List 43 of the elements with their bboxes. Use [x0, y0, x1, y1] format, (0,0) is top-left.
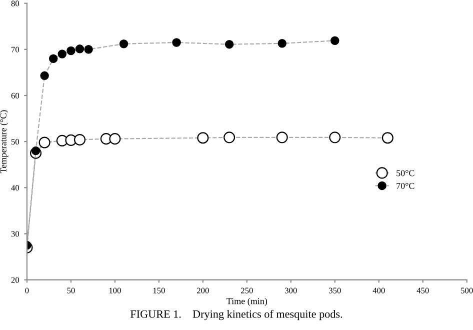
point: [84, 45, 93, 54]
x-tick-label: 200: [197, 288, 209, 294]
point: [31, 146, 40, 156]
x-tick-label: 350: [329, 288, 341, 294]
legend-label: 50°C: [396, 170, 414, 176]
point: [58, 50, 67, 58]
y-tick-label: 50: [11, 138, 20, 145]
x-tick-label: 450: [416, 288, 429, 294]
y-tick-label: 60: [11, 92, 20, 98]
point: [109, 133, 121, 145]
point: [40, 71, 49, 80]
point: [224, 132, 236, 144]
y-tick-label: 40: [11, 185, 20, 191]
point: [75, 44, 84, 54]
point: [382, 132, 394, 144]
point: [224, 40, 234, 49]
point: [278, 39, 286, 48]
x-axis-title: Time (min): [226, 298, 268, 306]
x-tick-label: 250: [241, 288, 253, 294]
point: [38, 136, 50, 148]
x-tick-label: 500: [461, 288, 473, 294]
point: [329, 132, 341, 144]
x-tick-label: 100: [109, 288, 121, 294]
x-tick-label: 0: [25, 288, 29, 294]
y-tick-label: 70: [12, 46, 20, 52]
caption: FIGURE 1. Drying kinetics of mesquite pods.: [130, 310, 342, 320]
point: [330, 36, 340, 46]
x-tick-label: 150: [153, 288, 165, 294]
y-axis-title: Temperature (°C): [0, 110, 8, 174]
point: [276, 132, 288, 144]
point: [197, 132, 209, 144]
point: [119, 39, 128, 48]
point: [74, 134, 86, 146]
y-tick-label: 80: [11, 0, 20, 6]
y-tick-label: 20: [11, 277, 20, 283]
point: [48, 54, 58, 63]
y-tick-label: 30: [11, 231, 20, 237]
point: [172, 38, 181, 47]
legend-label: 70°C: [396, 182, 414, 189]
point: [66, 46, 76, 56]
x-tick-label: 300: [285, 288, 297, 294]
x-tick-label: 50: [67, 288, 75, 294]
x-tick-label: 400: [372, 288, 385, 294]
